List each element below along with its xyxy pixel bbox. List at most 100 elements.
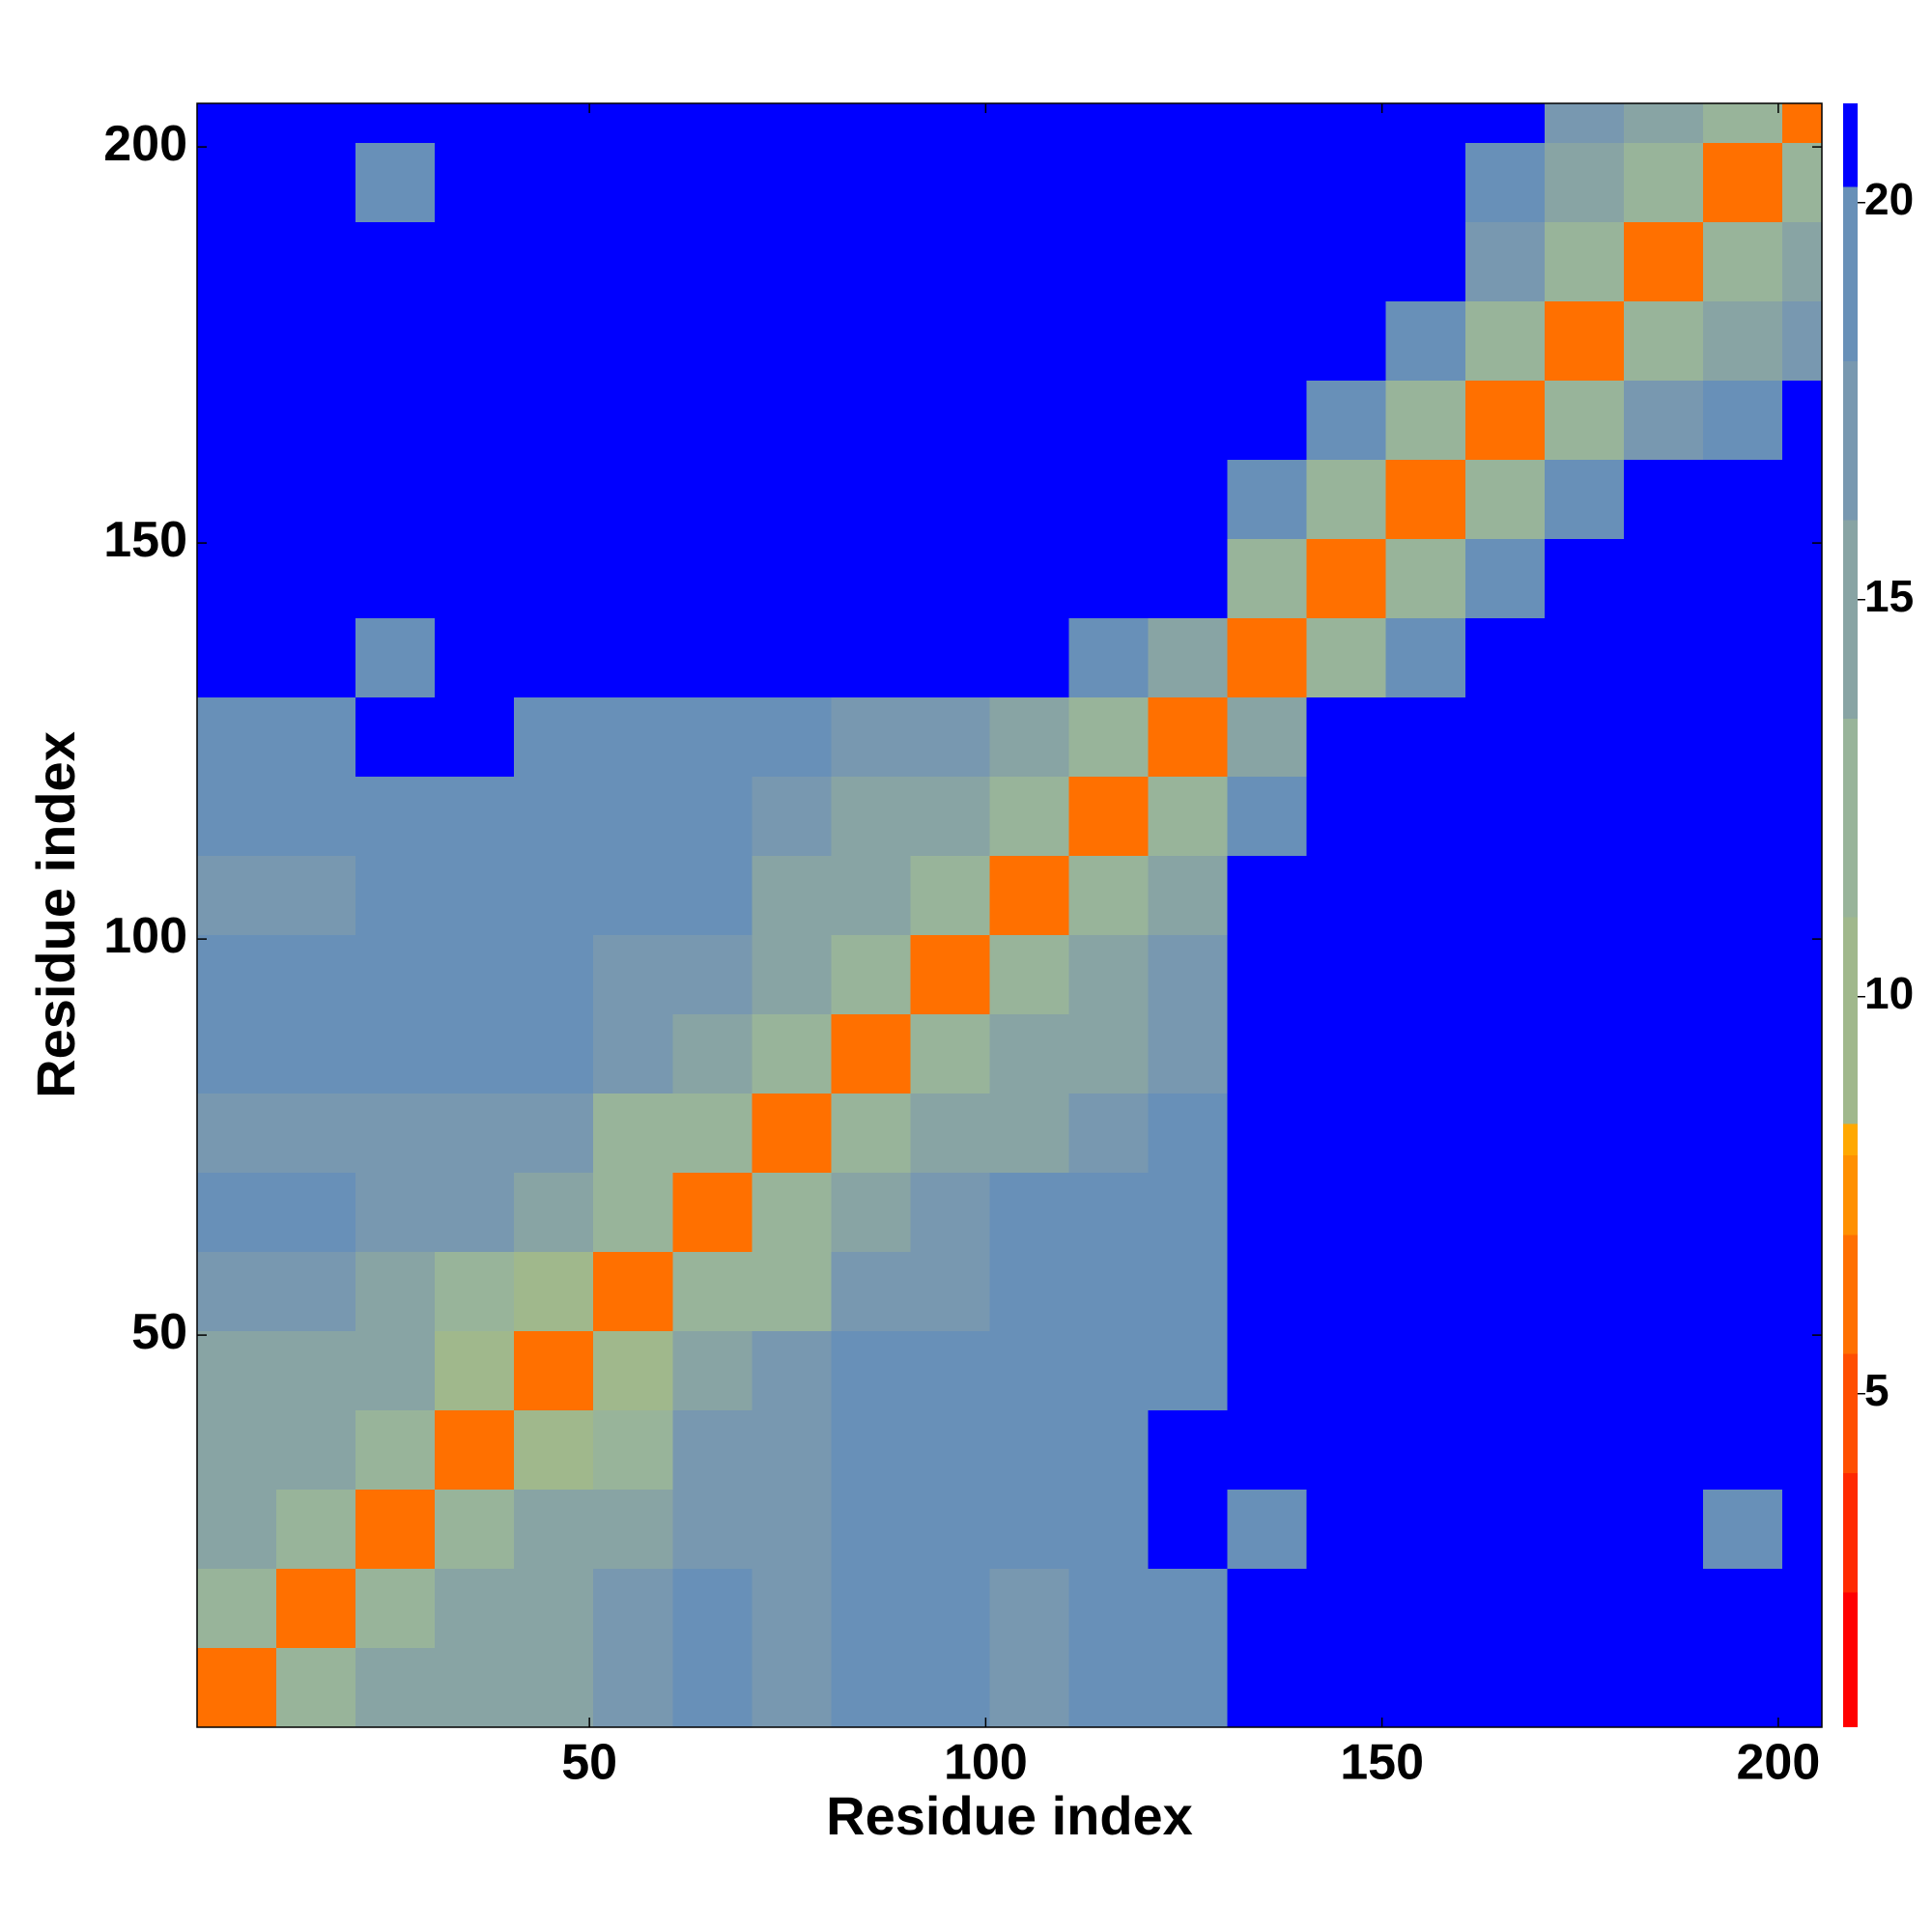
heatmap-cell [752,222,832,301]
heatmap-cell [435,1094,515,1173]
heatmap-cell [593,856,673,935]
heatmap-cell [989,1648,1069,1727]
heatmap-cell [1227,1410,1307,1490]
heatmap-cell [1623,1014,1703,1094]
heatmap-cell [1544,103,1624,143]
heatmap-cell [514,381,594,460]
heatmap-cell [276,1014,356,1094]
heatmap-cell [1148,697,1228,777]
heatmap-cell [1464,1410,1545,1490]
heatmap-cell [276,460,356,539]
heatmap-cell [1623,856,1703,935]
y-tick-label: 150 [103,512,187,568]
heatmap-cell [752,103,832,143]
heatmap-cell [831,618,911,697]
heatmap-cell [1385,1331,1465,1410]
heatmap-cell [197,301,277,381]
heatmap-cell [1227,697,1307,777]
heatmap-cell [1464,1331,1545,1410]
heatmap-cell [593,1569,673,1648]
heatmap-cell [514,1648,594,1727]
heatmap-cell [197,1410,277,1490]
heatmap-cell [1385,1173,1465,1252]
heatmap-cell [197,777,277,856]
heatmap-cell [1385,1569,1465,1648]
heatmap-cell [1148,222,1228,301]
heatmap-cell [1385,1014,1465,1094]
heatmap-cell [1306,222,1386,301]
x-tick-label: 100 [944,1735,1028,1791]
heatmap-cell [1781,1173,1822,1252]
heatmap-cell [593,1331,673,1410]
heatmap-cell [1068,697,1149,777]
heatmap-cell [1702,1252,1782,1331]
heatmap-cell [276,143,356,222]
heatmap-cell [355,381,436,460]
heatmap-cell [355,1410,436,1490]
heatmap-cell [1385,1648,1465,1727]
heatmap-cell [1781,1331,1822,1410]
heatmap-cell [1068,1490,1149,1569]
heatmap-cell [1623,1331,1703,1410]
heatmap-cell [355,539,436,618]
y-tick-label: 200 [103,116,187,172]
heatmap-cell [593,1410,673,1490]
heatmap-cell [276,103,356,143]
heatmap-cell [1306,1014,1386,1094]
heatmap-cell [1623,1173,1703,1252]
heatmap-cell [831,1094,911,1173]
heatmap-cell [593,539,673,618]
heatmap-cell [1623,143,1703,222]
heatmap-cell [1464,935,1545,1014]
heatmap-cell [1544,539,1624,618]
heatmap-cell [593,1094,673,1173]
heatmap-cell [831,103,911,143]
heatmap-cell [1464,1014,1545,1094]
heatmap-cell [1068,1094,1149,1173]
heatmap-cell [1306,856,1386,935]
heatmap-cell [1702,103,1782,143]
heatmap-cell [1623,1648,1703,1727]
colorbar-segment [1843,917,1858,1124]
heatmap-cell [514,856,594,935]
heatmap-cell [831,1569,911,1648]
heatmap-cell [514,1252,594,1331]
heatmap-cell [1464,697,1545,777]
heatmap-cell [752,143,832,222]
heatmap-cell [435,301,515,381]
heatmap-cell [197,222,277,301]
heatmap-cell [910,1648,990,1727]
heatmap-cell [1227,539,1307,618]
heatmap-cell [989,697,1069,777]
heatmap-cell [1227,1252,1307,1331]
heatmap-cell [910,1410,990,1490]
heatmap-cell [831,697,911,777]
heatmap-cell [1068,1173,1149,1252]
heatmap-cell [1068,1331,1149,1410]
heatmap-cell [593,697,673,777]
heatmap-cell [1623,618,1703,697]
heatmap-cell [593,1648,673,1727]
heatmap-cell [593,381,673,460]
heatmap-cell [752,935,832,1014]
heatmap-cell [989,222,1069,301]
heatmap-cell [1306,143,1386,222]
heatmap-cell [1544,1569,1624,1648]
heatmap-cell [276,1410,356,1490]
heatmap-cell [1702,143,1782,222]
heatmap-cell [1623,222,1703,301]
heatmap-cell [435,1569,515,1648]
heatmap-cell [989,381,1069,460]
heatmap-cell [752,618,832,697]
heatmap-cell [1544,1094,1624,1173]
heatmap-cell [1544,1252,1624,1331]
colorbar-segment [1843,103,1858,187]
heatmap-cell [435,381,515,460]
heatmap-cell [1068,460,1149,539]
heatmap-cell [672,103,753,143]
heatmap-cell [1068,222,1149,301]
heatmap-cell [831,143,911,222]
heatmap-cell [910,301,990,381]
heatmap-cell [1623,1569,1703,1648]
